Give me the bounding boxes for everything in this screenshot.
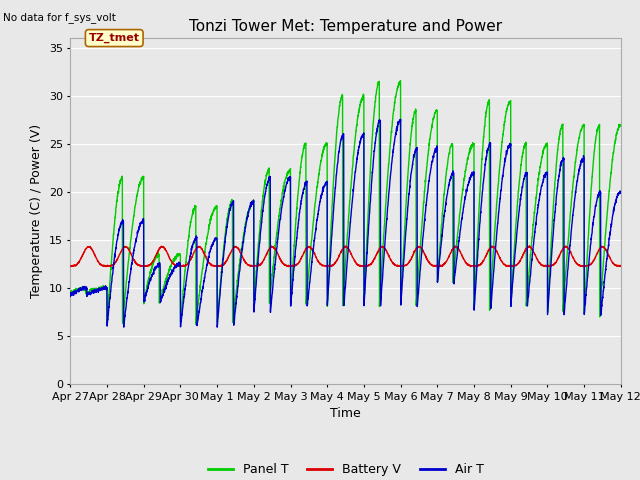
Legend: Panel T, Battery V, Air T: Panel T, Battery V, Air T (203, 458, 488, 480)
Y-axis label: Temperature (C) / Power (V): Temperature (C) / Power (V) (30, 124, 43, 298)
Title: Tonzi Tower Met: Temperature and Power: Tonzi Tower Met: Temperature and Power (189, 20, 502, 35)
Text: TZ_tmet: TZ_tmet (89, 33, 140, 43)
Text: No data for f_sys_volt: No data for f_sys_volt (3, 12, 116, 23)
X-axis label: Time: Time (330, 407, 361, 420)
